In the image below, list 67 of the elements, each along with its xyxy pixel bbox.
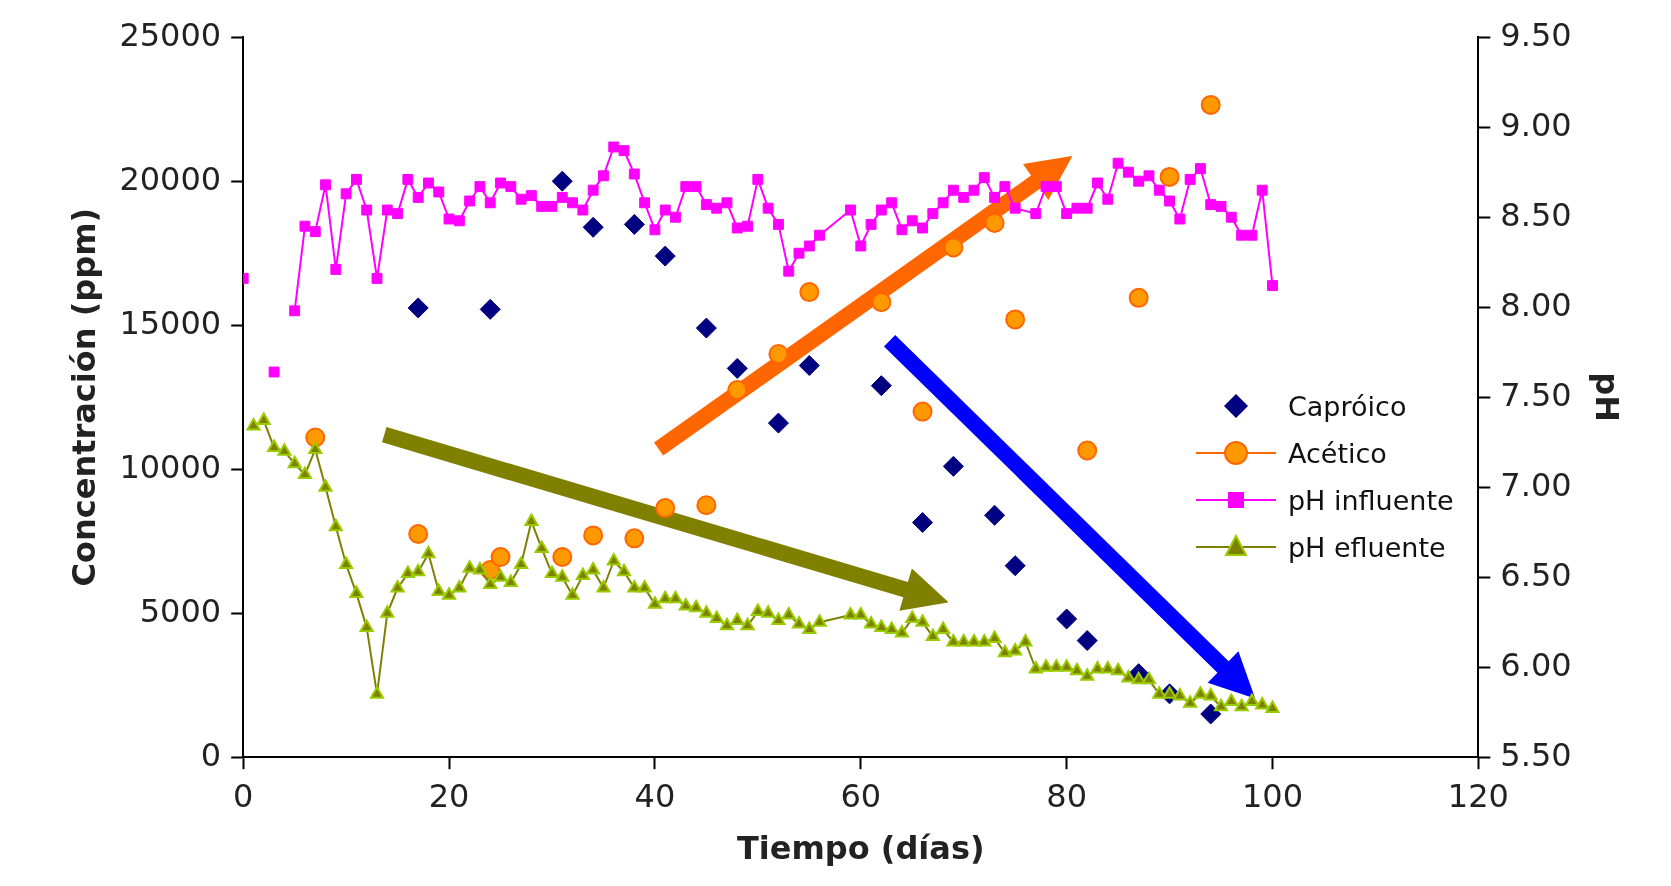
y2-axis-title: pH — [1588, 372, 1627, 423]
legend-label: pH influente — [1287, 484, 1454, 516]
y2-tick-label: 7.00 — [1500, 465, 1572, 504]
point — [1056, 608, 1078, 630]
y2-tick-label: 9.50 — [1500, 15, 1572, 54]
y2-tick-label: 8.50 — [1500, 195, 1572, 234]
point — [984, 212, 1005, 233]
point — [624, 528, 645, 549]
point — [1200, 94, 1221, 115]
y-tick-label: 20000 — [119, 159, 222, 198]
y-tick-label: 15000 — [119, 303, 222, 342]
y-tick-label: 25000 — [119, 15, 222, 54]
point — [1159, 166, 1180, 187]
point — [799, 282, 820, 303]
x-tick-label: 100 — [1241, 776, 1304, 815]
y2-tick-label: 8.00 — [1500, 285, 1572, 324]
point — [408, 524, 429, 544]
point — [912, 401, 933, 422]
x-axis-title: Tiempo (días) — [736, 829, 985, 868]
y2-tick-label: 6.50 — [1500, 555, 1572, 594]
point — [727, 380, 748, 400]
y-tick-label: 0 — [200, 735, 222, 774]
y-tick-label: 10000 — [119, 447, 222, 486]
point — [490, 547, 511, 568]
point — [551, 170, 573, 192]
y-tick-label: 5000 — [139, 591, 222, 630]
point — [305, 427, 326, 448]
x-tick-label: 60 — [840, 776, 882, 815]
point — [912, 511, 934, 533]
y2-tick-label: 5.50 — [1500, 735, 1572, 774]
point — [582, 216, 604, 238]
point — [1200, 703, 1222, 725]
point — [768, 344, 789, 364]
y2-tick-label: 7.50 — [1500, 375, 1572, 414]
point — [1005, 309, 1026, 330]
point — [623, 213, 645, 235]
y2-tick-label: 9.00 — [1500, 105, 1572, 144]
point — [1128, 287, 1149, 308]
y-axis-title: Concentración (ppm) — [64, 207, 103, 587]
point — [479, 298, 501, 320]
point — [654, 245, 676, 267]
point — [1076, 630, 1098, 652]
legend-label: pH efluente — [1287, 531, 1446, 563]
x-tick-label: 20 — [428, 776, 470, 815]
y2-tick-label: 6.00 — [1500, 645, 1572, 684]
point — [942, 455, 964, 477]
point — [695, 317, 717, 339]
point — [696, 495, 717, 516]
point — [767, 412, 789, 434]
point — [583, 525, 604, 546]
point — [984, 504, 1006, 526]
x-tick-label: 0 — [233, 776, 254, 815]
point — [1077, 440, 1098, 461]
x-tick-label: 120 — [1447, 776, 1509, 815]
legend-label: Acético — [1287, 437, 1387, 469]
point — [943, 237, 964, 258]
point — [798, 355, 820, 377]
legend-label: Capróico — [1287, 390, 1407, 422]
point — [726, 357, 748, 379]
point — [1004, 555, 1026, 577]
point — [407, 297, 429, 319]
point — [655, 498, 676, 519]
x-tick-label: 80 — [1046, 776, 1087, 815]
point — [871, 292, 892, 313]
point — [870, 375, 892, 397]
point — [552, 547, 573, 568]
x-tick-label: 40 — [634, 776, 676, 815]
